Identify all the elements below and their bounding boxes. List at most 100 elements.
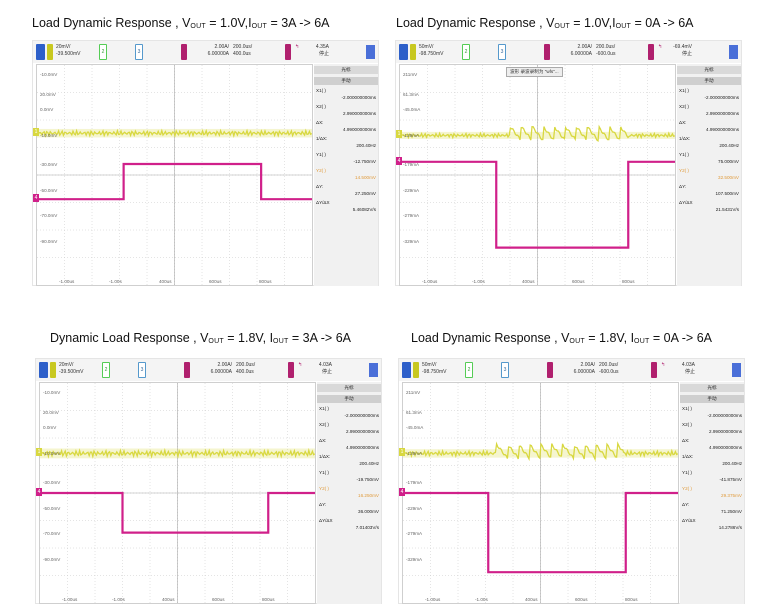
- y-tick-label: -70.0mV: [40, 212, 58, 218]
- cursor-dx-label: ΔX:: [316, 120, 324, 125]
- cursor-x1-value: -2.000000000ms: [704, 95, 739, 100]
- ch1-button[interactable]: [39, 362, 48, 378]
- scope-2: 50mV/-98.750mV 2 3 2.00A/6.00000A 200.0us/-6…: [395, 40, 742, 286]
- waveform-svg: [403, 383, 678, 603]
- y-tick-label: -229mA: [403, 188, 420, 194]
- cursor-dydx-label: ΔY/ΔX: [682, 518, 696, 523]
- cursor-dydx-label: ΔY/ΔX: [316, 200, 330, 205]
- waveform-area: 211mV 61.3mA -45.0mA -129mA -179mA -229mA -279…: [402, 382, 679, 604]
- ch1-button[interactable]: [36, 44, 45, 60]
- trigger-button[interactable]: [651, 362, 657, 378]
- ch1-button[interactable]: [399, 44, 408, 60]
- cursor-panel: 光标 手动 X1( ) -2.000000000ms X2( ) 2.990000000m…: [680, 382, 744, 604]
- cursor-x1-label: X1( ): [316, 88, 326, 93]
- x-tick-label: -1.00us: [62, 597, 78, 602]
- y-tick-label: -129mA: [403, 133, 420, 139]
- trigger-info: 4.03A 停止: [318, 362, 332, 375]
- y-tick-label: -50.0mV: [43, 506, 61, 512]
- ch1-button[interactable]: [402, 362, 411, 378]
- trigger-button[interactable]: [288, 362, 294, 378]
- cursor-y2-label: Y2( ): [319, 486, 329, 491]
- cursor-dydx-value: 14.2786V/s: [718, 525, 742, 530]
- cursor-y2-label: Y2( ): [682, 486, 692, 491]
- scope-toolbar: 50mV/-98.750mV 2 3 2.00A/6.00000A 200.0us/-6…: [399, 359, 744, 381]
- scope-1: 20mV/-39.500mV 2 3 2.00A/6.00000A 200.0us/40…: [32, 40, 379, 286]
- menu-corner-icon[interactable]: [369, 363, 378, 377]
- menu-corner-icon[interactable]: [729, 45, 738, 59]
- menu-corner-icon[interactable]: [732, 363, 741, 377]
- cursor-inv-label: 1/ΔX:: [319, 454, 331, 459]
- y-tick-label: 0.0mV: [40, 107, 54, 112]
- cursor-mode-button[interactable]: 手动: [680, 395, 744, 403]
- cursor-x2-label: X2( ): [319, 422, 329, 427]
- cursor-dydx-value: 21.5431V/s: [715, 207, 739, 212]
- y-tick-label: -179mA: [403, 162, 420, 167]
- ch3-button[interactable]: 3: [138, 362, 146, 378]
- ch3-button[interactable]: 3: [135, 44, 143, 60]
- cursor-panel-title: 光标: [680, 384, 744, 392]
- timebase: 200.0us/-600.0us: [596, 44, 616, 57]
- ch2-button[interactable]: 2: [465, 362, 473, 378]
- ch1-color-tag: [47, 44, 53, 60]
- cursor-x2-value: 2.990000000ms: [709, 429, 742, 434]
- ch3-button[interactable]: 3: [501, 362, 509, 378]
- y-tick-label: -10.0mV: [43, 451, 61, 457]
- scope-3: 20mV/-39.500mV 2 3 2.00A/6.00000A 200.0us/40…: [35, 358, 382, 604]
- trigger-info: 4.03A 停止: [681, 362, 695, 375]
- cursor-mode-button[interactable]: 手动: [314, 77, 378, 85]
- ch4-button[interactable]: [184, 362, 190, 378]
- ch1-color-tag: [50, 362, 56, 378]
- ch1-noise-band: [400, 131, 675, 139]
- cursor-mode-button[interactable]: 手动: [317, 395, 381, 403]
- ch2-button[interactable]: 2: [99, 44, 107, 60]
- ch4-button[interactable]: [181, 44, 187, 60]
- waveform-area: -10.0mV 20.0mV 0.0mV -10.0mV -30.0mV -50.0mV -…: [36, 64, 313, 286]
- ch4-marker: 4: [399, 488, 405, 496]
- ch4-scale: 2.00A/6.00000A: [570, 44, 592, 57]
- y-tick-label: 61.3mA: [403, 91, 419, 97]
- x-tick-label: -1.00us: [422, 279, 438, 284]
- y-tick-label: 20.0mV: [43, 409, 59, 415]
- y-tick-label: -30.0mV: [40, 162, 58, 167]
- y-tick-label: 211mV: [406, 389, 421, 395]
- cursor-panel-title: 光标: [314, 66, 378, 74]
- cursor-inv-value: 200.40Hz: [356, 143, 376, 148]
- cursor-x2-value: 2.990000000ms: [346, 429, 379, 434]
- y-tick-label: -179mA: [406, 480, 423, 485]
- x-tick-label: 400us: [162, 597, 175, 602]
- menu-corner-icon[interactable]: [366, 45, 375, 59]
- cursor-y1-value: -19.750mV: [356, 477, 379, 482]
- x-tick-label: 400us: [525, 597, 538, 602]
- ch2-button[interactable]: 2: [102, 362, 110, 378]
- cursor-inv-label: 1/ΔX:: [679, 136, 691, 141]
- waveform-svg: [40, 383, 315, 603]
- cursor-y2-value: 14.500mV: [355, 175, 376, 180]
- cursor-x2-label: X2( ): [679, 104, 689, 109]
- ch4-button[interactable]: [544, 44, 550, 60]
- caption-4: Load Dynamic Response , VOUT = 1.8V, IOU…: [411, 331, 712, 345]
- cursor-inv-value: 200.40Hz: [359, 461, 379, 466]
- x-tick-label: 800us: [622, 279, 635, 284]
- ch2-button[interactable]: 2: [462, 44, 470, 60]
- cursor-inv-label: 1/ΔX:: [682, 454, 694, 459]
- cursor-x2-label: X2( ): [682, 422, 692, 427]
- ch1-noise-band: [40, 448, 315, 459]
- trigger-button[interactable]: [648, 44, 654, 60]
- scope-toolbar: 20mV/-39.500mV 2 3 2.00A/6.00000A 200.0us/40…: [33, 41, 378, 63]
- ch1-voltage-trace: [37, 128, 312, 138]
- cursor-panel-title: 光标: [677, 66, 741, 74]
- y-tick-label: -329mA: [406, 557, 423, 562]
- cursor-panel-title: 光标: [317, 384, 381, 392]
- ch4-marker: 4: [33, 194, 39, 203]
- ch3-button[interactable]: 3: [498, 44, 506, 60]
- cursor-inv-label: 1/ΔX:: [316, 136, 328, 141]
- x-tick-label: -1.00s: [112, 597, 125, 602]
- ch1-marker: 1: [33, 128, 39, 137]
- trigger-button[interactable]: [285, 44, 291, 60]
- cursor-dy-value: 27.250mV: [355, 191, 376, 196]
- ch4-button[interactable]: [547, 362, 553, 378]
- ch4-current-trace: [40, 491, 315, 534]
- cursor-x2-label: X2( ): [316, 104, 326, 109]
- x-tick-label: 600us: [572, 279, 585, 284]
- cursor-mode-button[interactable]: 手动: [677, 77, 741, 85]
